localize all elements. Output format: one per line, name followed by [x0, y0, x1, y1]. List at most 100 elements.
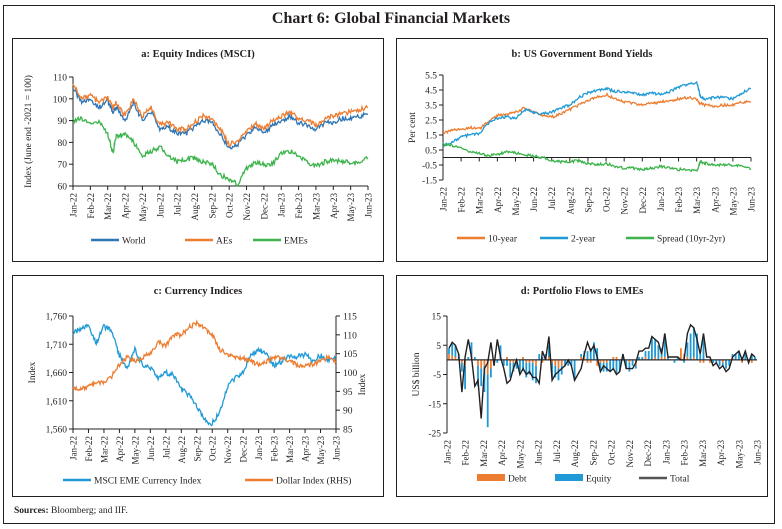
series-line-aes — [72, 83, 369, 147]
bar-equity — [535, 365, 537, 384]
bar-equity — [451, 343, 454, 356]
legend-label: Dollar Index (RHS) — [276, 476, 351, 487]
legend-swatch-equity — [555, 474, 583, 481]
chart-svg-b: b: US Government Bond Yields -1.5 -0.5 0.5 1… — [408, 49, 757, 245]
bar-debt — [654, 357, 656, 360]
y-tick-label: 1.5 — [425, 132, 437, 142]
bar-equity — [609, 359, 611, 372]
x-tick-label: Feb-23 — [270, 436, 280, 462]
bar-equity — [502, 359, 505, 366]
bar-equity — [615, 359, 618, 375]
bar-debt — [583, 357, 586, 360]
bar-debt — [686, 357, 689, 360]
bar-equity — [631, 359, 634, 366]
x-tick-label: Jun-23 — [753, 440, 763, 465]
bar-equity — [599, 362, 602, 369]
series-line-10-year — [442, 92, 751, 135]
sources-label: Sources: — [14, 506, 49, 516]
bar-equity — [531, 362, 534, 381]
series-line-emes — [72, 115, 369, 187]
bar-debt — [628, 359, 631, 363]
legend-label: Equity — [586, 475, 612, 485]
series-line-world — [72, 88, 369, 150]
bar-equity — [676, 357, 679, 360]
bar-equity — [551, 362, 553, 378]
bar-debt — [599, 359, 602, 363]
y-tick-label: 70 — [58, 161, 68, 171]
bar-equity — [718, 359, 721, 366]
bar-debt — [692, 357, 695, 360]
x-tick-label: Sep-22 — [207, 193, 217, 219]
x-tick-label: Jan-23 — [277, 193, 287, 217]
legend-label: AEs — [216, 237, 233, 247]
x-tick-label: Apr-22 — [497, 440, 507, 466]
x-tick-label: Jun-22 — [534, 440, 544, 465]
x-tick-label: May-23 — [316, 436, 326, 465]
x-tick-label: Feb-23 — [294, 193, 304, 219]
y-tick-label: 5.5 — [425, 72, 437, 82]
bar-equity — [657, 345, 660, 360]
x-tick-label: Feb-22 — [457, 187, 467, 213]
x-tick-label: Dec-22 — [643, 440, 653, 467]
bar-debt — [522, 357, 524, 360]
x-tick-label: Oct-22 — [225, 193, 235, 218]
bar-debt — [586, 359, 589, 363]
bar-equity — [667, 357, 669, 360]
bar-equity — [477, 365, 479, 387]
bar-equity — [461, 362, 463, 372]
bar-debt — [551, 359, 553, 363]
x-tick-label: May-23 — [728, 187, 738, 216]
bar-equity — [644, 351, 647, 357]
y-tick-label: -1.5 — [422, 177, 437, 187]
x-tick-label: Aug-22 — [565, 187, 575, 215]
legend-swatch-debt — [477, 474, 505, 481]
x-tick-label: Oct-22 — [607, 440, 617, 465]
bar-equity — [602, 362, 605, 372]
x-tick-label: Jun-22 — [146, 436, 156, 461]
chart-title: a: Equity Indices (MSCI) — [141, 49, 255, 60]
bar-debt — [512, 359, 515, 363]
chart-title: d: Portfolio Flows to EMEs — [521, 286, 644, 297]
x-tick-label: Feb-22 — [84, 436, 94, 462]
bar-equity — [470, 342, 473, 357]
x-tick-label: Dec-22 — [259, 193, 269, 220]
bar-equity — [641, 357, 644, 360]
y-axis-label: Index — [28, 361, 38, 383]
bar-equity — [573, 359, 576, 381]
bar-debt — [580, 357, 582, 360]
x-tick-label: Jul-22 — [552, 440, 562, 463]
panel-currency-indices: c: Currency Indices 1,560 1,610 1,660 1,710 1… — [12, 275, 384, 497]
y-tick-label: 1,760 — [46, 313, 68, 323]
bar-equity — [699, 354, 702, 360]
bar-equity — [731, 354, 734, 357]
series-line-total — [448, 323, 756, 419]
bar-equity — [548, 345, 550, 357]
bar-equity — [663, 333, 666, 357]
bar-equity — [618, 359, 621, 372]
bar-equity — [721, 362, 724, 366]
y-tick-label: 5 — [436, 342, 441, 352]
x-tick-label: May-23 — [346, 193, 356, 222]
bar-equity — [499, 345, 502, 360]
bar-equity — [696, 333, 698, 360]
y-tick-label: 110 — [53, 74, 67, 84]
bar-equity — [525, 362, 528, 378]
x-tick-label: Apr-23 — [329, 193, 339, 219]
bar-debt — [596, 359, 599, 366]
bar-equity — [628, 362, 631, 372]
x-tick-label: Apr-23 — [716, 440, 726, 466]
bar-debt — [448, 354, 450, 360]
y2-tick-label: 110 — [343, 331, 357, 341]
bar-debt — [699, 359, 702, 363]
legend-label: 2-year — [571, 235, 596, 245]
x-tick-label: Mar-22 — [99, 436, 109, 463]
x-tick-label: Aug-22 — [177, 436, 187, 464]
bar-equity — [564, 359, 566, 366]
series-line-dollar-index-rhs- — [72, 319, 337, 392]
bar-equity — [448, 348, 450, 354]
legend-label: EMEs — [284, 237, 308, 247]
y-tick-label: 1,710 — [46, 341, 68, 351]
y-axis-label: Index (June end -2021 = 100) — [23, 75, 34, 188]
x-tick-label: Jun-23 — [364, 193, 374, 218]
x-tick-label: Jun-22 — [529, 187, 539, 212]
